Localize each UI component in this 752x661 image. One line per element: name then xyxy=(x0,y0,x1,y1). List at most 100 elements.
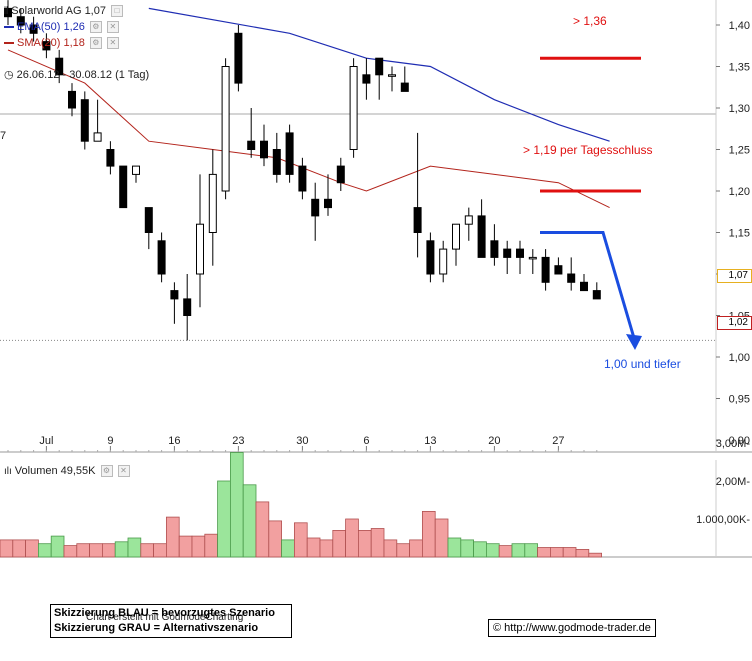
period-label: 26.06.12 - 30.08.12 (1 Tag) xyxy=(16,68,150,81)
candle-body xyxy=(567,273,576,283)
volume-bar xyxy=(550,547,564,558)
volume-icon: ılı xyxy=(4,465,12,477)
date-tick-label: 23 xyxy=(232,435,244,447)
candle-body xyxy=(311,198,320,217)
candle-body xyxy=(285,132,294,175)
sma-swatch xyxy=(4,42,14,44)
candle-body xyxy=(516,248,524,258)
volume-tick-label: 3,00M- xyxy=(716,438,751,450)
candle xyxy=(285,124,294,183)
candle-body xyxy=(119,165,128,209)
candle xyxy=(362,58,371,100)
candle-body xyxy=(55,57,64,76)
candle xyxy=(132,165,140,183)
sma-close-button[interactable]: ✕ xyxy=(106,37,119,49)
date-tick-label: 6 xyxy=(363,435,369,447)
price-tick-label: 1,35 xyxy=(729,62,750,74)
candle xyxy=(247,108,256,158)
candle xyxy=(490,224,499,266)
candle xyxy=(93,99,102,142)
volume-bar xyxy=(25,539,39,558)
annotation-target-high: > 1,36 xyxy=(573,14,607,28)
candle-body xyxy=(464,215,473,225)
candle xyxy=(324,174,332,216)
candle-body xyxy=(375,57,384,76)
price-tick-label: 1,40 xyxy=(729,20,750,32)
candle-body xyxy=(298,165,307,192)
volume-bar xyxy=(178,535,193,558)
candle xyxy=(157,232,166,283)
volume-bar xyxy=(511,543,526,558)
legend-title-row: ⫴ Solarworld AG 1,07 □ xyxy=(4,5,123,17)
candle-body xyxy=(93,132,102,142)
candle xyxy=(68,83,76,117)
date-axis: Jul 9 16 23 30 6 13 20 27 xyxy=(7,435,598,452)
candle xyxy=(29,16,38,42)
candle-body xyxy=(42,41,51,51)
ema-close-button[interactable]: ✕ xyxy=(106,21,119,33)
candle-body xyxy=(324,198,332,209)
chart-type-icon: ⫴ xyxy=(4,5,9,17)
date-tick-label: 27 xyxy=(552,435,564,447)
candle xyxy=(144,207,153,250)
volume-bar xyxy=(434,518,449,558)
date-tick-label: 9 xyxy=(107,435,113,447)
candle xyxy=(298,157,307,200)
candle xyxy=(439,240,448,283)
volume-bar xyxy=(447,537,462,558)
volume-bar xyxy=(281,539,295,558)
legend-ema-row: EMA(50) 1,26 ⚙ ✕ xyxy=(4,21,119,33)
candle xyxy=(567,257,576,291)
date-tick-label: 13 xyxy=(424,435,436,447)
note-blue: Skizzierung BLAU = bevorzugtes Szenario xyxy=(54,607,275,619)
volume-bar xyxy=(524,543,538,558)
scenario-arrow-head xyxy=(626,334,642,350)
volume-bar xyxy=(102,543,116,558)
volume-tick-label: 1.000,00K- xyxy=(696,514,750,526)
volume-bar xyxy=(409,539,423,558)
price-tick-label: 1,20 xyxy=(729,186,750,198)
candle xyxy=(554,257,563,275)
ema50-layer xyxy=(148,7,610,142)
volume-bar xyxy=(229,452,244,558)
volume-bar xyxy=(306,537,321,558)
candle-body xyxy=(68,90,76,109)
candle xyxy=(208,149,217,266)
clock-icon: ◷ xyxy=(4,69,14,81)
volume-layer: 3,00M- 2,00M- 1.000,00K- xyxy=(0,438,752,558)
volume-bar xyxy=(421,510,436,558)
volume-bar xyxy=(588,552,602,558)
candle xyxy=(196,174,204,308)
volume-bar xyxy=(114,541,129,558)
date-tick-label: 16 xyxy=(168,435,180,447)
date-tick-label: 30 xyxy=(296,435,308,447)
candle-body xyxy=(170,290,179,300)
price-tick-label: 1,00 xyxy=(729,352,750,364)
candle xyxy=(541,249,550,291)
scenario-path-line xyxy=(540,231,636,339)
volume-close-button[interactable]: ✕ xyxy=(117,465,130,477)
volume-bar xyxy=(473,541,487,558)
candle-body xyxy=(592,290,601,300)
candle-body xyxy=(157,240,166,275)
candle xyxy=(16,8,25,34)
candle xyxy=(464,207,473,241)
sma-settings-button[interactable]: ⚙ xyxy=(89,37,102,49)
title-settings-button[interactable]: □ xyxy=(110,5,123,17)
period-row: ◷ 26.06.12 - 30.08.12 (1 Tag) xyxy=(4,68,150,82)
copyright-link[interactable]: © http://www.godmode-trader.de xyxy=(488,619,656,637)
date-tick-label: 20 xyxy=(488,435,500,447)
candle-body xyxy=(336,165,345,184)
candle xyxy=(234,25,243,92)
date-tick-label: Jul xyxy=(39,435,53,447)
candle xyxy=(260,124,268,167)
candle-body xyxy=(4,7,12,18)
volume-settings-button[interactable]: ⚙ xyxy=(100,465,113,477)
candle-body xyxy=(580,281,588,292)
volume-legend-row: ılı Volumen 49,55K ⚙ ✕ xyxy=(4,465,130,477)
price-tick-label: 1,15 xyxy=(729,228,750,240)
candle xyxy=(349,58,358,158)
candle-body xyxy=(16,16,25,26)
chart-credit: Chart erstellt mit GodmodeCharting xyxy=(86,612,244,623)
ema-settings-button[interactable]: ⚙ xyxy=(89,21,102,33)
